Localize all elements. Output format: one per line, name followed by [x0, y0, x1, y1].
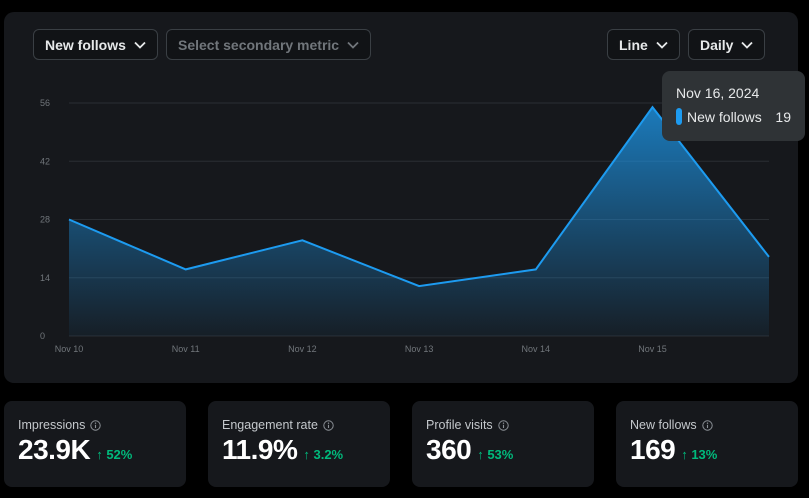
stat-label: Profile visits	[426, 418, 493, 432]
x-tick-label: Nov 14	[522, 344, 551, 354]
stat-card-impressions[interactable]: Impressions 23.9K ↑ 52%	[4, 401, 186, 487]
stat-value-row: 360 ↑ 53%	[426, 434, 580, 466]
chart-type-dropdown[interactable]: Line	[607, 29, 680, 60]
primary-metric-label: New follows	[45, 36, 126, 53]
x-tick-label: Nov 13	[405, 344, 434, 354]
stat-value-row: 23.9K ↑ 52%	[18, 434, 172, 466]
stat-card-new-follows[interactable]: New follows 169 ↑ 13%	[616, 401, 798, 487]
stat-value: 360	[426, 434, 472, 465]
stat-value-row: 169 ↑ 13%	[630, 434, 784, 466]
info-icon[interactable]	[701, 419, 713, 431]
y-tick-label: 28	[40, 215, 50, 225]
interval-label: Daily	[700, 36, 734, 53]
stat-value-row: 11.9% ↑ 3.2%	[222, 434, 376, 466]
stat-value: 23.9K	[18, 434, 91, 465]
stat-card-profile-visits[interactable]: Profile visits 360 ↑ 53%	[412, 401, 594, 487]
y-tick-label: 14	[40, 273, 50, 283]
interval-dropdown[interactable]: Daily	[688, 29, 766, 60]
data-point[interactable]	[300, 238, 304, 242]
series-area	[69, 107, 769, 336]
x-tick-label: Nov 11	[172, 344, 200, 354]
info-icon[interactable]	[323, 419, 334, 431]
tooltip-date: Nov 16, 2024	[676, 85, 760, 101]
stat-label-row: Profile visits	[426, 418, 580, 432]
chevron-down-icon	[134, 41, 146, 49]
data-point[interactable]	[767, 255, 771, 259]
x-tick-label: Nov 12	[288, 344, 317, 354]
stat-change: ↑ 3.2%	[303, 447, 344, 462]
stat-card-engagement-rate[interactable]: Engagement rate 11.9% ↑ 3.2%	[208, 401, 390, 487]
stat-label: Engagement rate	[222, 418, 318, 432]
stat-change: ↑ 53%	[477, 447, 514, 462]
stat-value: 11.9%	[222, 434, 298, 465]
series-line	[68, 105, 770, 288]
stat-label-row: New follows	[630, 418, 784, 432]
info-icon[interactable]	[497, 419, 509, 431]
chevron-down-icon	[347, 41, 359, 49]
chevron-down-icon	[656, 41, 668, 49]
stat-change: ↑ 13%	[681, 447, 718, 462]
primary-metric-dropdown[interactable]: New follows	[33, 29, 158, 60]
y-tick-label: 56	[40, 98, 50, 108]
y-tick-label: 0	[40, 331, 45, 341]
stat-label-row: Impressions	[18, 418, 172, 432]
data-point[interactable]	[534, 267, 538, 271]
stat-label-row: Engagement rate	[222, 418, 376, 432]
secondary-metric-dropdown[interactable]: Select secondary metric	[166, 29, 372, 60]
stat-value: 169	[630, 434, 676, 465]
tooltip-series-name: New follows	[687, 108, 762, 125]
x-tick-label: Nov 10	[55, 344, 84, 354]
chart-type-label: Line	[619, 36, 648, 53]
stat-change: ↑ 52%	[96, 447, 133, 462]
chart-tooltip: Nov 16, 2024 New follows 19	[662, 71, 805, 141]
tooltip-row: New follows 19	[676, 108, 791, 125]
series-swatch	[676, 108, 682, 125]
stat-label: Impressions	[18, 418, 86, 432]
x-tick-label: Nov 15	[638, 344, 667, 354]
secondary-metric-placeholder: Select secondary metric	[178, 36, 340, 53]
tooltip-value: 19	[775, 108, 791, 125]
chevron-down-icon	[741, 41, 754, 49]
data-point[interactable]	[184, 267, 188, 271]
y-tick-label: 42	[40, 156, 50, 166]
info-icon[interactable]	[90, 419, 102, 431]
data-point[interactable]	[417, 284, 421, 288]
data-point[interactable]	[67, 218, 71, 222]
stat-label: New follows	[630, 418, 697, 432]
data-point[interactable]	[651, 105, 655, 109]
